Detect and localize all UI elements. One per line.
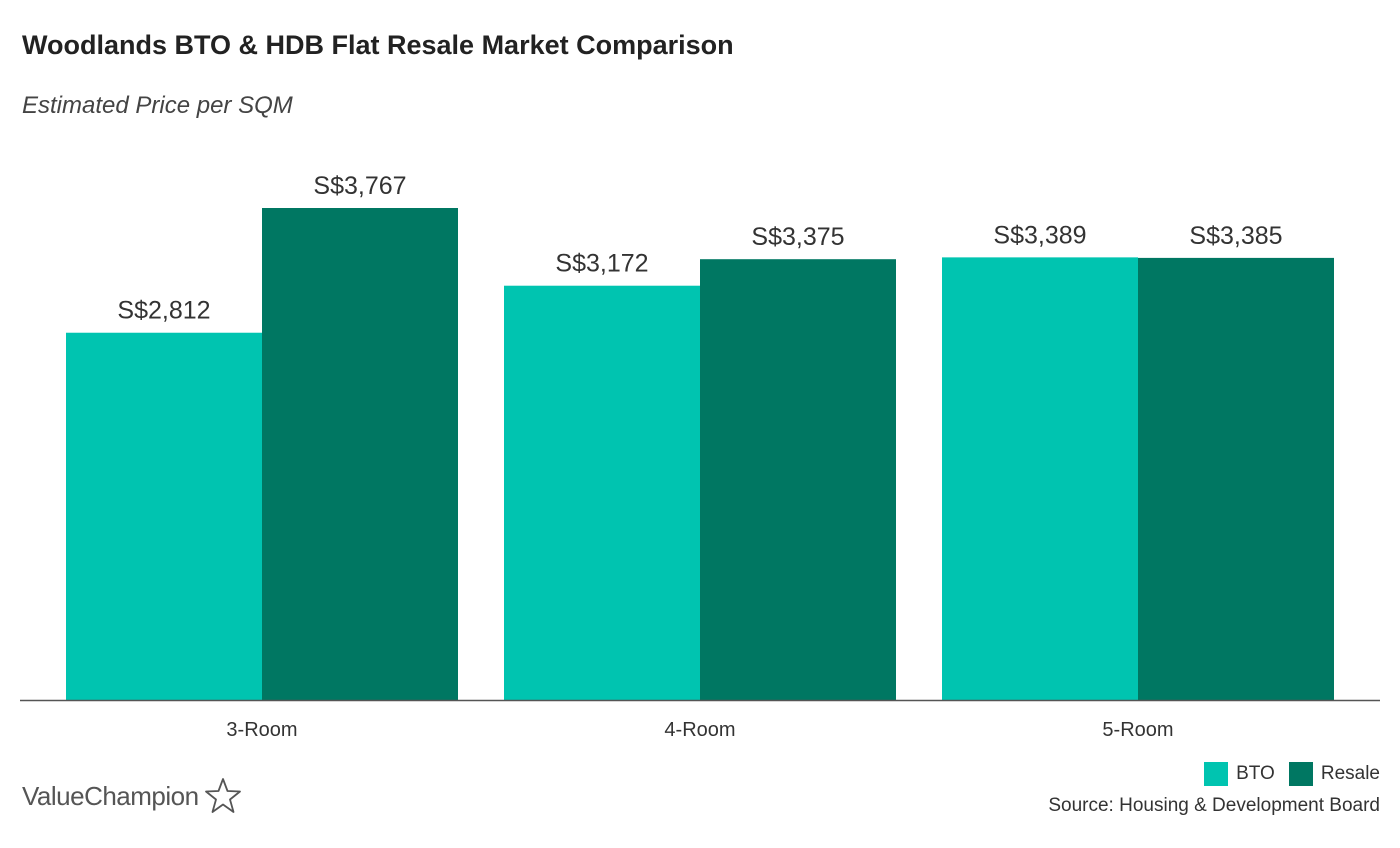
bar-bto-4-room xyxy=(504,285,700,700)
legend: BTO Resale xyxy=(1204,762,1380,786)
bar-resale-5-room xyxy=(1138,257,1334,700)
data-label-bto-3-room: S$2,812 xyxy=(117,297,210,325)
bar-bto-3-room xyxy=(66,332,262,700)
data-label-bto-4-room: S$3,172 xyxy=(555,250,648,278)
bar-chart: S$2,812 S$3,767 3-Room S$3,172 S$3,375 4-Room… xyxy=(20,172,1380,741)
x-tick-label-5-room: 5-Room xyxy=(1102,719,1173,741)
chart-title: Woodlands BTO & HDB Flat Resale Market C… xyxy=(22,30,734,60)
star-outline-icon xyxy=(204,778,241,813)
legend-item-resale: Resale xyxy=(1288,762,1380,786)
data-label-resale-5-room: S$3,385 xyxy=(1189,222,1282,250)
bar-resale-3-room xyxy=(262,208,458,700)
brand-name: ValueChampion xyxy=(22,780,199,811)
legend-swatch-resale xyxy=(1288,762,1313,786)
bar-bto-5-room xyxy=(942,257,1138,700)
legend-label-resale: Resale xyxy=(1320,763,1380,784)
data-label-resale-4-room: S$3,375 xyxy=(751,223,844,251)
chart-subtitle: Estimated Price per SQM xyxy=(22,92,293,119)
x-tick-label-3-room: 3-Room xyxy=(226,719,297,741)
legend-swatch-bto xyxy=(1204,762,1229,786)
legend-item-bto: BTO xyxy=(1204,762,1275,786)
x-tick-label-4-room: 4-Room xyxy=(664,719,735,741)
source-note: Source: Housing & Development Board xyxy=(1048,795,1380,816)
data-label-resale-3-room: S$3,767 xyxy=(313,172,406,200)
bar-resale-4-room xyxy=(700,259,896,700)
legend-label-bto: BTO xyxy=(1236,763,1275,784)
data-label-bto-5-room: S$3,389 xyxy=(993,221,1086,249)
brand-logo: ValueChampion xyxy=(22,776,243,816)
